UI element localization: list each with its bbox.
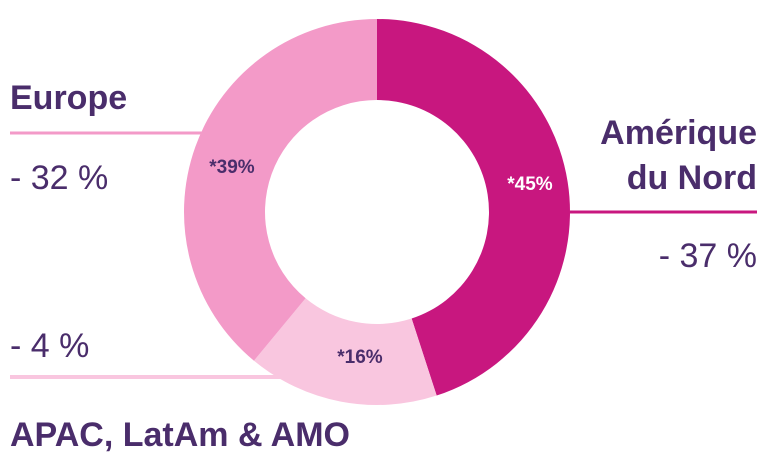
category-label: Amérique du Nord bbox=[600, 114, 757, 197]
change-label: - 4 % bbox=[10, 327, 89, 365]
value-label: *45% bbox=[507, 174, 553, 195]
donut-segment bbox=[184, 19, 377, 361]
value-label: *39% bbox=[209, 157, 255, 178]
change-label: - 32 % bbox=[10, 159, 108, 197]
donut-segment bbox=[377, 19, 570, 396]
category-label: APAC, LatAm & AMO bbox=[10, 416, 350, 454]
category-label: Europe bbox=[10, 79, 127, 117]
change-label: - 37 % bbox=[659, 237, 757, 275]
value-label: *16% bbox=[337, 347, 383, 368]
